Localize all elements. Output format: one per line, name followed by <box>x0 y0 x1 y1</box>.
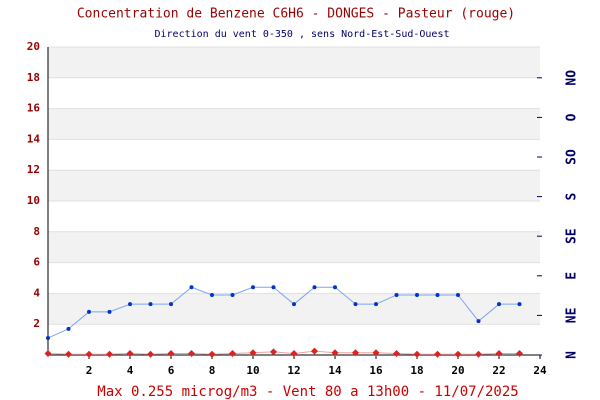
y2-tick-label: SE <box>565 228 580 244</box>
point <box>188 349 195 357</box>
x-tick-label: 6 <box>168 364 175 377</box>
point <box>434 350 441 358</box>
point <box>394 292 399 297</box>
point <box>148 302 153 307</box>
band <box>48 170 540 201</box>
point <box>393 349 400 357</box>
point <box>353 302 358 307</box>
point <box>497 302 501 307</box>
point <box>167 349 175 357</box>
point <box>333 285 337 290</box>
plot-background <box>48 47 540 325</box>
x-tick-label: 14 <box>328 364 342 377</box>
point <box>249 349 257 357</box>
point <box>516 349 523 357</box>
point <box>454 350 462 358</box>
point <box>495 349 503 357</box>
point <box>128 302 132 307</box>
point <box>271 285 276 290</box>
point <box>147 350 154 358</box>
point <box>230 292 235 297</box>
point <box>106 350 113 358</box>
point <box>65 350 72 358</box>
point <box>475 350 482 358</box>
y2-tick-label: E <box>565 272 580 280</box>
point <box>517 302 522 307</box>
series-line <box>47 350 520 355</box>
point <box>44 349 52 357</box>
y2-tick-label: NO <box>565 70 580 86</box>
y-tick-label: 6 <box>33 256 40 269</box>
series-line <box>47 286 520 339</box>
y-tick-label: 2 <box>33 317 40 330</box>
point <box>435 292 440 297</box>
y2-tick-label: N <box>565 351 580 359</box>
y2-tick-label: O <box>565 113 580 121</box>
x-tick-label: 18 <box>410 364 423 377</box>
band <box>48 108 540 140</box>
point <box>413 350 421 358</box>
band <box>48 293 540 325</box>
x-tick-label: 16 <box>369 364 383 377</box>
point <box>352 349 359 357</box>
y-tick-label: 16 <box>27 102 41 115</box>
y2-tick-label: S <box>565 193 580 201</box>
point <box>311 347 318 355</box>
point <box>46 336 50 341</box>
x-tick-label: 2 <box>86 364 93 377</box>
y-tick-label: 12 <box>27 163 40 176</box>
x-tick-label: 20 <box>451 364 464 377</box>
point <box>251 285 255 290</box>
chart-title: Concentration de Benzene C6H6 - DONGES -… <box>77 7 515 22</box>
point <box>476 319 481 324</box>
point <box>456 292 460 297</box>
point <box>210 292 214 297</box>
x-tick-label: 10 <box>246 364 259 377</box>
x-tick-label: 12 <box>287 364 300 377</box>
chart-subtitle: Direction du vent 0-350 , sens Nord-Est-… <box>154 29 449 40</box>
point <box>66 326 71 331</box>
point <box>372 349 380 357</box>
y-tick-label: 10 <box>27 194 40 207</box>
point <box>374 302 378 307</box>
point <box>229 349 236 357</box>
band <box>48 47 540 78</box>
point <box>189 285 194 290</box>
point <box>169 302 173 307</box>
point <box>312 285 317 290</box>
point <box>331 349 339 357</box>
y-tick-label: 20 <box>27 40 40 53</box>
point <box>290 349 298 357</box>
y2-tick-label: SO <box>565 149 580 165</box>
point <box>292 302 296 307</box>
point <box>85 350 93 358</box>
y2-tick-label: NE <box>565 308 580 324</box>
x-tick-label: 8 <box>209 364 216 377</box>
footer: Max 0.255 microg/m3 - Vent 80 a 13h00 - … <box>97 384 518 400</box>
x-tick-label: 4 <box>127 364 134 377</box>
point <box>270 348 277 356</box>
y-tick-label: 18 <box>27 71 40 84</box>
point <box>126 349 134 357</box>
x-tick-label: 22 <box>492 364 505 377</box>
y-tick-label: 8 <box>33 225 40 238</box>
point <box>107 309 112 314</box>
y-tick-label: 4 <box>33 286 40 299</box>
y-tick-label: 14 <box>27 132 41 145</box>
point <box>415 292 419 297</box>
point <box>87 309 91 314</box>
point <box>208 350 216 358</box>
band <box>48 231 540 263</box>
x-tick-label: 24 <box>533 364 547 377</box>
